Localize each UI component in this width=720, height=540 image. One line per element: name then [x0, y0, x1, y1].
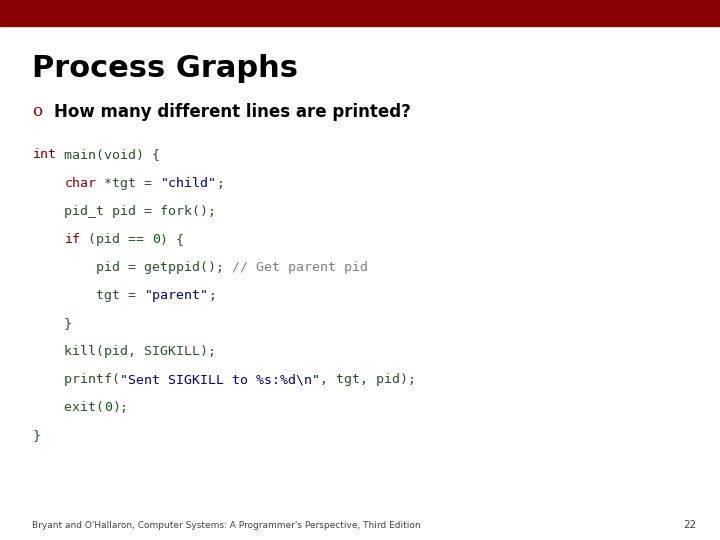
Text: o: o	[32, 103, 42, 119]
Text: exit(: exit(	[32, 401, 104, 414]
Text: 0: 0	[104, 401, 112, 414]
Text: pid_t pid = fork();: pid_t pid = fork();	[32, 205, 217, 218]
Text: main(void) {: main(void) {	[56, 148, 161, 161]
Text: ) {: ) {	[161, 233, 184, 246]
Text: How many different lines are printed?: How many different lines are printed?	[54, 103, 411, 120]
Text: }: }	[32, 317, 73, 330]
Text: "Sent SIGKILL to %s:%d\n": "Sent SIGKILL to %s:%d\n"	[120, 373, 320, 386]
Text: pid = getppid();: pid = getppid();	[32, 261, 233, 274]
Text: 22: 22	[684, 520, 697, 530]
Text: int: int	[32, 148, 56, 161]
Text: Process Graphs: Process Graphs	[32, 54, 298, 83]
Text: "parent": "parent"	[145, 289, 208, 302]
Text: "child": "child"	[161, 177, 217, 190]
Text: // Get parent pid: // Get parent pid	[233, 261, 369, 274]
Text: , tgt, pid);: , tgt, pid);	[320, 373, 416, 386]
Text: 0: 0	[153, 233, 161, 246]
Text: *tgt =: *tgt =	[96, 177, 161, 190]
Text: Carnegie Mellon: Carnegie Mellon	[588, 6, 704, 19]
Text: printf(: printf(	[32, 373, 120, 386]
Text: Bryant and O'Hallaron, Computer Systems: A Programmer's Perspective, Third Editi: Bryant and O'Hallaron, Computer Systems:…	[32, 521, 421, 530]
Text: }: }	[32, 429, 40, 442]
Text: tgt =: tgt =	[32, 289, 145, 302]
Text: (pid ==: (pid ==	[81, 233, 153, 246]
Text: ;: ;	[208, 289, 217, 302]
Text: kill(pid, SIGKILL);: kill(pid, SIGKILL);	[32, 345, 217, 358]
Text: ;: ;	[217, 177, 225, 190]
Text: if: if	[64, 233, 81, 246]
Text: char: char	[64, 177, 96, 190]
Text: );: );	[112, 401, 128, 414]
